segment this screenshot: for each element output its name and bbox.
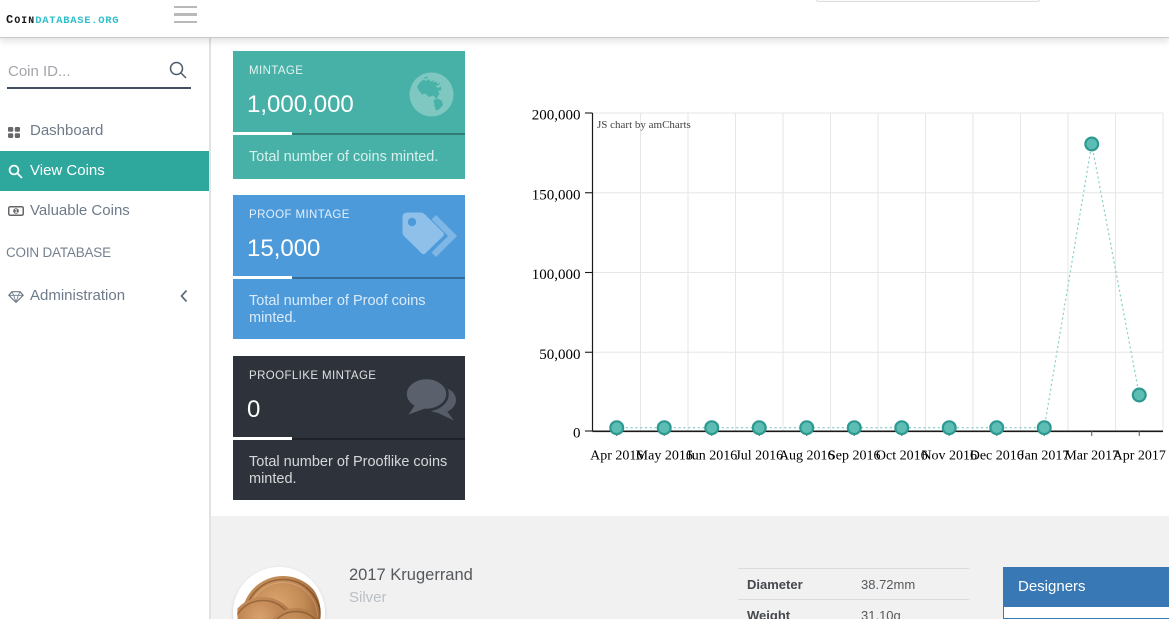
- svg-text:Mar 2017: Mar 2017: [1064, 449, 1119, 464]
- svg-text:Aug 2016: Aug 2016: [779, 449, 835, 464]
- svg-text:Jun 2016: Jun 2016: [686, 449, 737, 464]
- svg-text:Nov 2016: Nov 2016: [921, 449, 977, 464]
- svg-text:0: 0: [573, 426, 581, 442]
- svg-text:May 2016: May 2016: [636, 449, 693, 464]
- svg-text:200,000: 200,000: [532, 108, 581, 124]
- svg-text:150,000: 150,000: [532, 187, 581, 203]
- svg-text:Apr 2016: Apr 2016: [590, 449, 643, 464]
- svg-text:Sep 2016: Sep 2016: [828, 449, 881, 464]
- svg-text:Oct 2016: Oct 2016: [876, 449, 928, 464]
- svg-text:Jan 2017: Jan 2017: [1019, 449, 1069, 464]
- svg-text:JS chart by amCharts: JS chart by amCharts: [597, 119, 691, 131]
- svg-text:1: 1: [14, 209, 17, 215]
- svg-text:Dec 2016: Dec 2016: [970, 449, 1024, 464]
- svg-text:Jul 2016: Jul 2016: [735, 449, 783, 464]
- svg-text:100,000: 100,000: [532, 267, 581, 283]
- svg-text:Apr 2017: Apr 2017: [1113, 449, 1166, 464]
- svg-text:50,000: 50,000: [539, 347, 580, 363]
